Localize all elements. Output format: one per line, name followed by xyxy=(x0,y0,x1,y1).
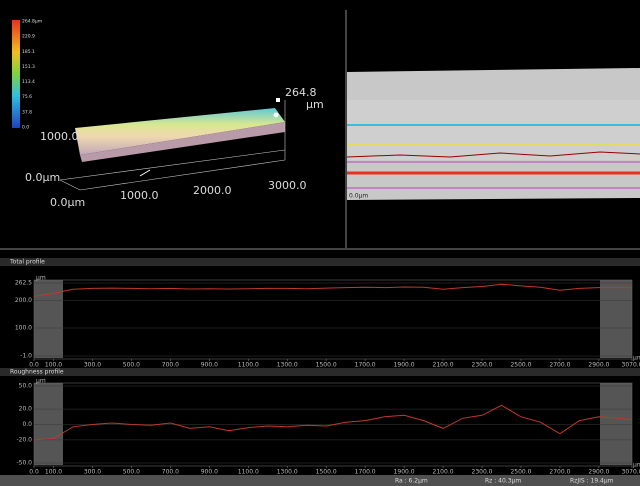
scale-label: 37.8 xyxy=(22,109,32,115)
x-tick-label: 1900.0 xyxy=(394,469,415,476)
x-tick-label: 2900.0 xyxy=(588,362,609,369)
x-tick-label: 1300.0 xyxy=(277,362,298,369)
scale-label: 185.1 xyxy=(22,49,35,55)
y-axis-label: 1000.0 xyxy=(40,130,79,143)
camera-label: 0.0μm xyxy=(349,193,368,200)
cutoff-region xyxy=(600,280,632,358)
x-tick-label: 2300.0 xyxy=(472,469,493,476)
x-tick-label: 0.0 xyxy=(29,362,39,369)
y-tick-label: 0.0 xyxy=(22,421,32,428)
x-tick-label: 900.0 xyxy=(201,362,218,369)
x-axis-label: 3000.0 xyxy=(268,179,307,192)
x-axis-label: 1000.0 xyxy=(120,189,159,202)
origin-label: 0.0μm xyxy=(50,196,85,209)
app-window: 1000.0 0.0μm 0.0μm 1000.0 2000.0 3000.0 … xyxy=(0,0,640,486)
x-tick-label: 0.0 xyxy=(29,469,39,476)
title-bar xyxy=(0,368,640,376)
unit-label: μm xyxy=(633,462,640,469)
unit-label: μm xyxy=(633,355,640,362)
marker xyxy=(276,98,280,102)
origin-label: 0.0μm xyxy=(25,171,60,184)
camera-view: 0.0μm xyxy=(347,68,640,200)
x-tick-label: 2500.0 xyxy=(510,469,531,476)
image-texture xyxy=(347,100,640,160)
panel-title: Total profile xyxy=(9,259,45,266)
y-tick-label: 100.0 xyxy=(15,325,32,332)
x-tick-label: 2300.0 xyxy=(472,362,493,369)
y-tick-label: -1.0 xyxy=(20,353,32,360)
x-tick-label: 500.0 xyxy=(123,362,140,369)
scale-label: 264.8μm xyxy=(22,19,42,25)
x-tick-label: 1500.0 xyxy=(316,469,337,476)
x-tick-label: 1100.0 xyxy=(238,469,259,476)
panel-title: Roughness profile xyxy=(10,369,64,376)
cutoff-region xyxy=(600,383,632,465)
x-tick-label: 500.0 xyxy=(123,469,140,476)
x-tick-label: 2700.0 xyxy=(549,469,570,476)
marker xyxy=(274,113,279,118)
x-tick-label: 1300.0 xyxy=(277,469,298,476)
x-tick-label: 300.0 xyxy=(84,469,101,476)
scale-label: 0.0 xyxy=(22,125,29,131)
unit-label: μm xyxy=(36,275,46,282)
x-axis-label: 2000.0 xyxy=(193,184,232,197)
status-bar xyxy=(0,475,640,486)
x-tick-label: 2700.0 xyxy=(549,362,570,369)
cutoff-region xyxy=(34,383,63,465)
cutoff-region xyxy=(34,280,63,358)
y-tick-label: 262.5 xyxy=(15,280,32,287)
x-tick-label: 1700.0 xyxy=(355,469,376,476)
x-tick-label: 2500.0 xyxy=(510,362,531,369)
color-scale xyxy=(12,20,20,128)
unit-label: μm xyxy=(36,378,46,385)
z-unit-label: μm xyxy=(306,98,324,111)
x-tick-label: 3070.0 xyxy=(622,469,640,476)
x-tick-label: 3070.0 xyxy=(622,362,640,369)
scale-label: 75.6 xyxy=(22,94,32,100)
x-tick-label: 2100.0 xyxy=(433,362,454,369)
y-tick-label: -20.0 xyxy=(16,436,32,443)
x-tick-label: 100.0 xyxy=(45,362,62,369)
scale-label: 151.3 xyxy=(22,64,35,70)
scale-label: 113.4 xyxy=(22,79,35,85)
y-tick-label: 50.0 xyxy=(19,383,33,390)
x-tick-label: 100.0 xyxy=(45,469,62,476)
x-tick-label: 300.0 xyxy=(84,362,101,369)
scale-label: 220.9 xyxy=(22,34,35,40)
y-tick-label: 20.0 xyxy=(19,406,33,413)
y-tick-label: 200.0 xyxy=(15,297,32,304)
y-tick-label: -50.0 xyxy=(16,460,32,467)
status-value: RzJIS : 19.4μm xyxy=(570,478,614,485)
title-bar xyxy=(0,258,640,266)
status-value: Ra : 6.2μm xyxy=(395,478,428,485)
x-tick-label: 1100.0 xyxy=(238,362,259,369)
x-tick-label: 900.0 xyxy=(201,469,218,476)
x-tick-label: 1700.0 xyxy=(355,362,376,369)
x-tick-label: 1500.0 xyxy=(316,362,337,369)
x-tick-label: 2900.0 xyxy=(588,469,609,476)
x-tick-label: 1900.0 xyxy=(394,362,415,369)
status-value: Rz : 40.3μm xyxy=(485,478,521,485)
x-tick-label: 700.0 xyxy=(162,469,179,476)
x-tick-label: 700.0 xyxy=(162,362,179,369)
x-tick-label: 2100.0 xyxy=(433,469,454,476)
